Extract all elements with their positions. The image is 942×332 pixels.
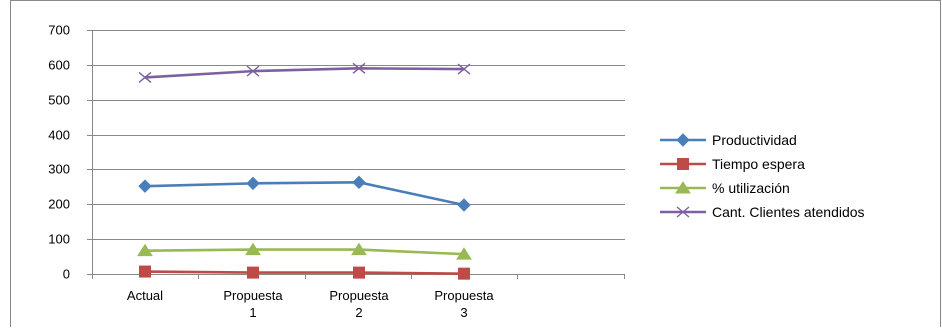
y-tick-label: 300 bbox=[48, 162, 70, 177]
y-axis-ticks: 0 100 200 300 400 500 600 700 bbox=[48, 23, 70, 282]
data-point bbox=[456, 247, 472, 260]
legend-label: Productividad bbox=[712, 132, 797, 148]
y-tick-label: 0 bbox=[63, 267, 70, 282]
data-point bbox=[246, 65, 260, 77]
series-3 bbox=[138, 62, 471, 83]
legend-marker bbox=[677, 158, 689, 170]
series-line bbox=[144, 270, 465, 275]
x-axis-ticks: Actual Propuesta 1 Propuesta 2 Propuesta 3 bbox=[127, 288, 494, 320]
legend-item: % utilización bbox=[660, 180, 790, 196]
data-point bbox=[353, 266, 365, 279]
legend-item: Tiempo espera bbox=[660, 156, 805, 172]
series-line bbox=[144, 248, 465, 256]
data-point bbox=[352, 175, 366, 190]
legend-marker bbox=[675, 181, 691, 194]
legend-label: % utilización bbox=[712, 180, 790, 196]
y-tick-label: 500 bbox=[48, 93, 70, 108]
data-point bbox=[351, 242, 367, 256]
legend-item: Cant. Clientes atendidos bbox=[660, 204, 865, 220]
x-tick-label: Actual bbox=[127, 288, 163, 303]
legend-label: Tiempo espera bbox=[712, 156, 805, 172]
legend-marker bbox=[676, 133, 690, 147]
series-2 bbox=[137, 242, 472, 260]
y-tick-label: 100 bbox=[48, 232, 70, 247]
data-point bbox=[457, 63, 471, 75]
x-tick-label: Propuesta 2 bbox=[329, 288, 389, 320]
data-point bbox=[245, 242, 261, 256]
data-point bbox=[137, 243, 153, 257]
series-line bbox=[144, 67, 465, 79]
x-tick-label: Propuesta 3 bbox=[434, 288, 494, 320]
data-point bbox=[138, 179, 152, 193]
x-tick-label: Propuesta 1 bbox=[223, 288, 283, 320]
series-0 bbox=[138, 175, 471, 212]
chart-border bbox=[10, 0, 941, 332]
series-line bbox=[144, 181, 465, 207]
y-tick-label: 600 bbox=[48, 58, 70, 73]
legend-item: Productividad bbox=[660, 132, 797, 148]
legend: Productividad Tiempo espera % utilización C… bbox=[660, 132, 865, 220]
y-tick-label: 700 bbox=[48, 23, 70, 38]
legend-label: Cant. Clientes atendidos bbox=[712, 204, 865, 220]
y-tick-label: 200 bbox=[48, 197, 70, 212]
data-point bbox=[457, 198, 471, 212]
data-point bbox=[247, 266, 259, 279]
legend-marker bbox=[676, 206, 690, 218]
data-point bbox=[458, 267, 470, 280]
data-point bbox=[352, 62, 366, 74]
data-point bbox=[246, 176, 260, 191]
data-point bbox=[138, 71, 152, 83]
series-group bbox=[137, 62, 472, 280]
y-tick-label: 400 bbox=[48, 128, 70, 143]
data-point bbox=[139, 265, 151, 278]
series-1 bbox=[139, 265, 470, 280]
gridlines bbox=[92, 30, 625, 240]
